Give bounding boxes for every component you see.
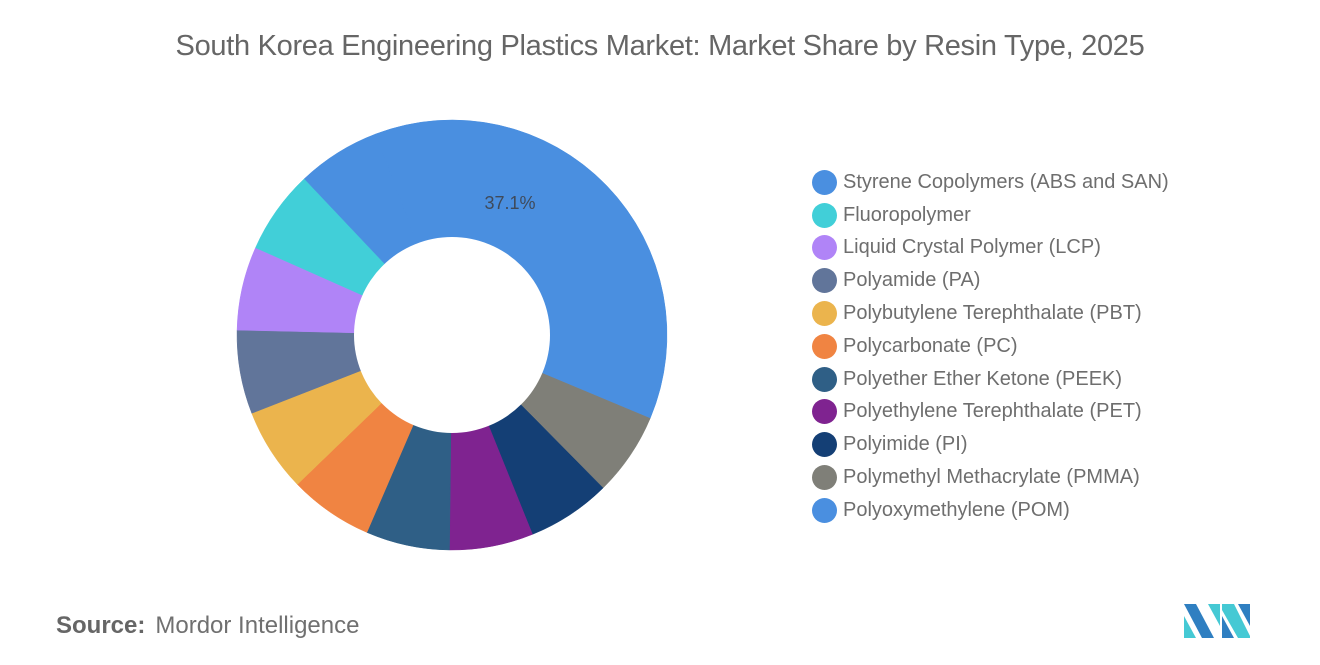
legend-item-fluoropolymer[interactable]: Fluoropolymer <box>812 199 1169 232</box>
legend-item-pa[interactable]: Polyamide (PA) <box>812 264 1169 297</box>
mordor-intelligence-logo-icon <box>1184 604 1250 638</box>
legend-dot-icon <box>812 235 837 261</box>
slice-label-styrene: 37.1% <box>484 193 535 213</box>
source-value: Mordor Intelligence <box>155 612 360 639</box>
legend-dot-icon <box>812 268 837 294</box>
source-label: Source: <box>56 612 146 639</box>
legend-item-pet[interactable]: Polyethylene Terephthalate (PET) <box>812 396 1169 429</box>
legend-item-pbt[interactable]: Polybutylene Terephthalate (PBT) <box>812 297 1169 330</box>
legend-dot-icon <box>812 169 837 195</box>
donut-hole <box>354 237 550 433</box>
legend-item-pom[interactable]: Polyoxymethylene (POM) <box>812 494 1169 527</box>
donut-slices <box>236 119 668 551</box>
legend-dot-icon <box>812 465 837 491</box>
legend-item-pc[interactable]: Polycarbonate (PC) <box>812 330 1169 363</box>
legend-dot-icon <box>812 399 837 425</box>
legend: Styrene Copolymers (ABS and SAN) Fluorop… <box>812 166 1169 527</box>
legend-item-peek[interactable]: Polyether Ether Ketone (PEEK) <box>812 363 1169 396</box>
legend-dot-icon <box>812 333 837 359</box>
legend-item-pi[interactable]: Polyimide (PI) <box>812 428 1169 461</box>
legend-dot-icon <box>812 202 837 228</box>
legend-dot-icon <box>812 366 837 392</box>
legend-item-lcp[interactable]: Liquid Crystal Polymer (LCP) <box>812 232 1169 265</box>
legend-dot-icon <box>812 301 837 327</box>
legend-item-pmma[interactable]: Polymethyl Methacrylate (PMMA) <box>812 461 1169 494</box>
legend-dot-icon <box>812 432 837 458</box>
legend-dot-icon <box>812 497 837 523</box>
chart-title: South Korea Engineering Plastics Market:… <box>175 30 1145 62</box>
source-note: Source: Mordor Intelligence <box>56 612 359 640</box>
legend-item-styrene[interactable]: Styrene Copolymers (ABS and SAN) <box>812 166 1169 199</box>
